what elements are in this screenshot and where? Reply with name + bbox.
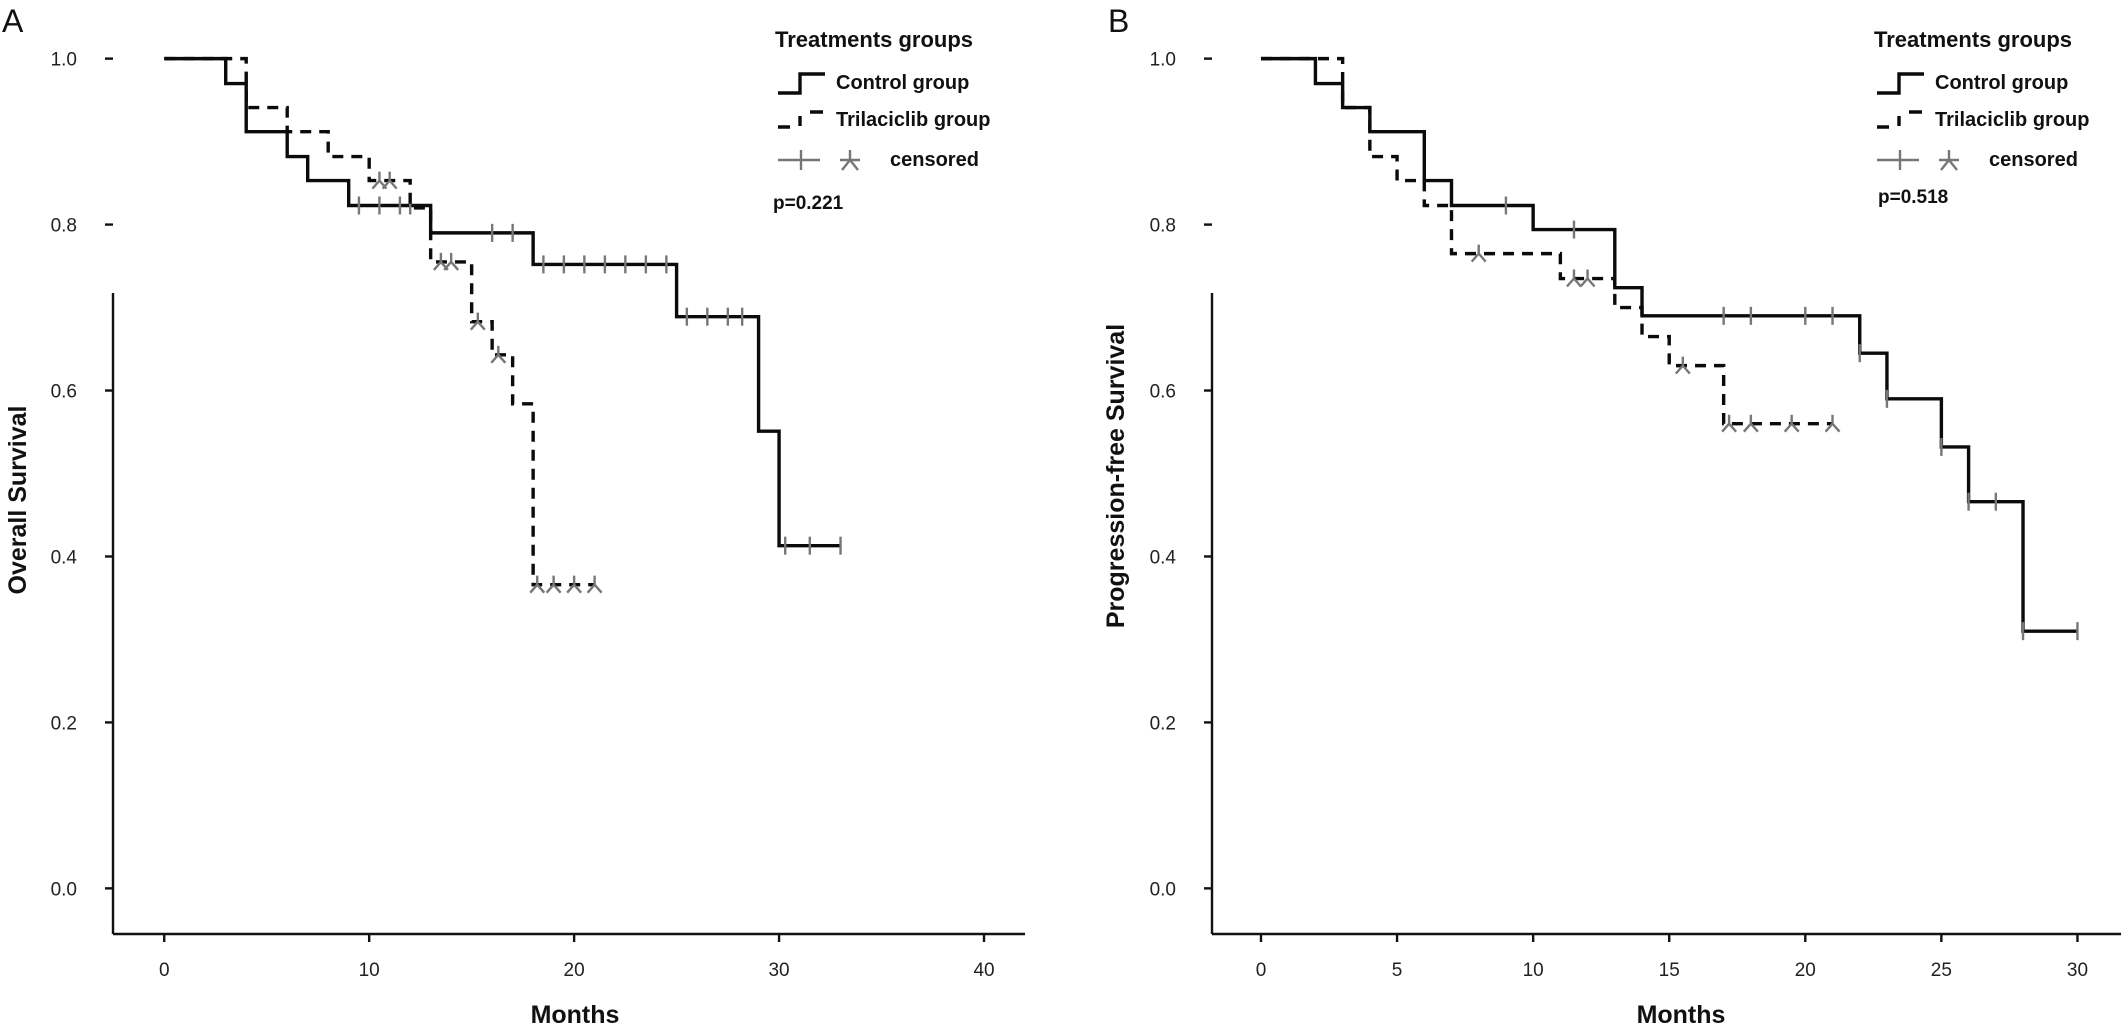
panel-a-legend-trilaciclib-label: Trilaciclib group — [836, 109, 990, 131]
panel-b-y-tick-label: 0.8 — [1150, 216, 1176, 237]
panel-b-p-value: p=0.518 — [1878, 187, 1948, 208]
panel-a-label: A — [2, 3, 24, 39]
panel-a-legend-control-label: Control group — [836, 72, 969, 94]
panel-b-trilaciclib-censor-mark — [1824, 414, 1841, 433]
panel-b-control-curve — [1260, 56, 2078, 633]
panel-a-trilaciclib-censor-mark — [469, 312, 486, 331]
panel-b-x-tick-label: 0 — [1256, 960, 1267, 981]
panel-b-trilaciclib-curve — [1260, 56, 1833, 426]
panel-b-x-tick-label: 25 — [1931, 960, 1952, 981]
panel-b-legend-title: Treatments groups — [1874, 27, 2072, 52]
panel-b-y-tick-label: 1.0 — [1150, 50, 1176, 71]
panel-a-trilaciclib-censor-mark — [443, 252, 460, 271]
panel-a-trilaciclib-censor-mark — [490, 345, 507, 364]
panel-b-x-tick-label: 5 — [1392, 960, 1403, 981]
panel-a-legend-control-swatch — [778, 72, 825, 95]
panel-a-trilaciclib-censor-mark — [381, 171, 398, 190]
panel-a-x-axis-title: Months — [531, 1001, 620, 1029]
panel-b-x-tick-label: 15 — [1659, 960, 1680, 981]
panel-a-y-tick-label: 0.8 — [51, 216, 77, 237]
panel-a-x-axis: 0 10 20 30 40 — [113, 932, 1025, 981]
panel-a-plot-area — [164, 56, 842, 594]
panel-a-x-tick-label: 0 — [159, 960, 170, 981]
panel-a-y-tick-label: 1.0 — [51, 50, 77, 71]
panel-b-y-tick-label: 0.6 — [1150, 382, 1176, 403]
panel-a-p-value: p=0.221 — [773, 193, 844, 214]
panel-a-trilaciclib-censor-mark — [566, 575, 583, 594]
panel-a-legend-trilaciclib-swatch — [778, 110, 823, 129]
panel-b-x-axis-title: Months — [1637, 1001, 1726, 1029]
panel-a-legend-censored-label: censored — [890, 149, 979, 171]
panel-b-trilaciclib-censor-mark — [1783, 414, 1800, 433]
panel-b-x-tick-label: 20 — [1795, 960, 1816, 981]
panel-a-y-tick-label: 0.0 — [51, 879, 77, 900]
panel-a-trilaciclib-censor-mark — [545, 575, 562, 594]
panel-b-trilaciclib-censor-mark — [1566, 269, 1582, 288]
panel-a-legend: Treatments groups Control group Trilacic… — [773, 27, 990, 214]
panel-b-legend-censor-plus-icon — [1877, 150, 1919, 170]
panel-b-trilaciclib-censor-mark — [1470, 244, 1487, 263]
panel-b-legend-control-label: Control group — [1935, 72, 2068, 94]
panel-b-x-axis: 0 5 10 15 20 25 30 — [1212, 932, 2121, 981]
panel-a-legend-title: Treatments groups — [775, 27, 973, 52]
panel-b-y-tick-label: 0.0 — [1150, 879, 1176, 900]
panel-b-y-tick-label: 0.4 — [1150, 547, 1177, 568]
panel-b-legend-control-swatch — [1877, 72, 1924, 95]
panel-b-trilaciclib-censor-mark — [1721, 414, 1738, 433]
panel-b-y-axis: 0.0 0.2 0.4 0.6 0.8 1.0 — [1150, 50, 1214, 934]
panel-a-trilaciclib-curve — [164, 56, 595, 587]
panel-b-trilaciclib-censor-mark — [1579, 269, 1596, 288]
panel-a-trilaciclib-censor-mark — [529, 575, 546, 594]
panel-a-x-tick-label: 30 — [768, 960, 789, 981]
panel-a-x-tick-label: 40 — [973, 960, 994, 981]
panel-a-y-tick-label: 0.6 — [51, 382, 77, 403]
panel-b-legend: Treatments groups Control group Trilacic… — [1874, 27, 2089, 208]
panel-a-legend-censor-tick-icon — [840, 150, 860, 171]
panel-a-x-tick-label: 20 — [564, 960, 585, 981]
panel-b-x-tick-label: 10 — [1523, 960, 1544, 981]
panel-a-x-tick-label: 10 — [359, 960, 380, 981]
panel-a-y-tick-label: 0.4 — [51, 547, 78, 568]
panel-b-y-tick-label: 0.2 — [1150, 713, 1176, 734]
panel-a-trilaciclib-censor-mark — [586, 575, 603, 594]
panel-b-legend-trilaciclib-swatch — [1877, 110, 1922, 129]
panel-b-label: B — [1108, 3, 1129, 39]
panel-b-trilaciclib-censor-mark — [1674, 356, 1691, 375]
panel-b-plot-area — [1260, 56, 2079, 641]
panel-a-overall-survival: A 0.0 0.2 0.4 0.6 0.8 1.0 0 10 20 30 40 Months Ov… — [2, 3, 1025, 1029]
panel-a-control-curve — [164, 56, 841, 548]
panel-b-legend-trilaciclib-label: Trilaciclib group — [1935, 109, 2089, 131]
panel-a-y-axis: 0.0 0.2 0.4 0.6 0.8 1.0 — [51, 50, 115, 934]
panel-b-legend-censor-tick-icon — [1939, 150, 1959, 171]
panel-a-y-axis-title: Overall Survival — [4, 405, 32, 594]
panel-a-legend-censor-plus-icon — [778, 150, 820, 170]
panel-b-y-axis-title: Progression-free Survival — [1102, 324, 1130, 628]
panel-b-trilaciclib-censor-mark — [1742, 414, 1759, 433]
panel-a-y-tick-label: 0.2 — [51, 713, 77, 734]
panel-b-legend-censored-label: censored — [1989, 149, 2078, 171]
panel-b-progression-free-survival: B 0.0 0.2 0.4 0.6 0.8 1.0 0 5 10 15 20 25 30 Months… — [1102, 3, 2121, 1029]
panel-b-x-tick-label: 30 — [2067, 960, 2088, 981]
